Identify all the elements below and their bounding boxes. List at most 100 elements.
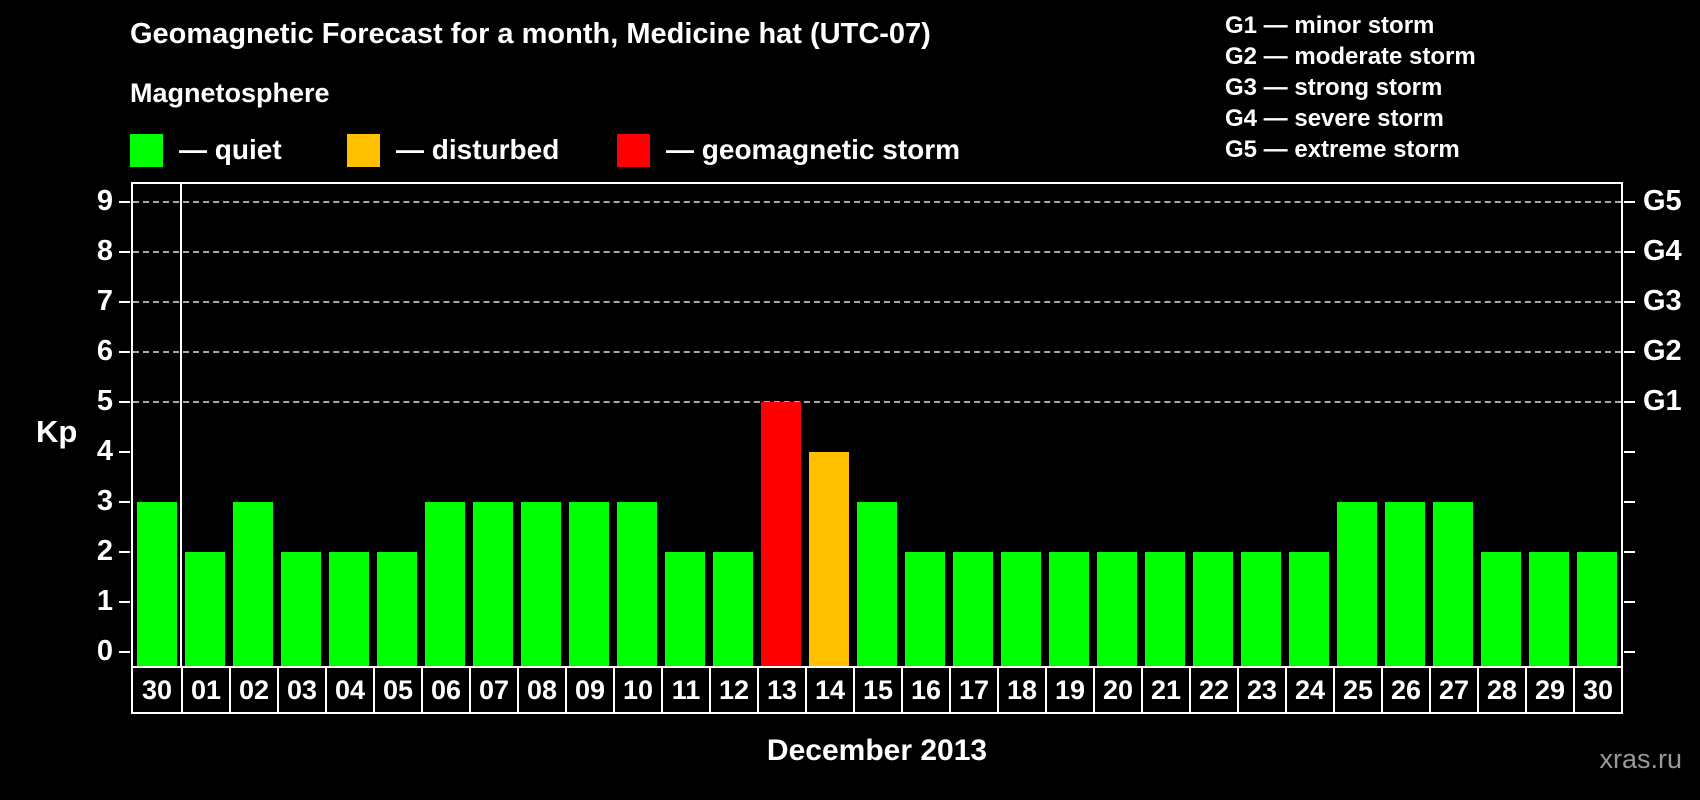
y-tick-label-2: 2 (96, 535, 113, 567)
kp-bar-day-02 (233, 502, 273, 666)
y-tick-right-6 (1624, 351, 1635, 353)
x-axis-day-label: 17 (949, 668, 997, 712)
kp-bar-day-01 (185, 552, 225, 666)
legend-item-quiet: — quiet (130, 132, 282, 168)
kp-bar-day-21 (1145, 552, 1185, 666)
x-axis-day-label: 20 (1093, 668, 1141, 712)
x-axis-day-label: 24 (1285, 668, 1333, 712)
y-tick-left-1 (119, 601, 130, 603)
kp-bar-day-27 (1433, 502, 1473, 666)
y-tick-right-4 (1624, 451, 1635, 453)
y-tick-right-7 (1624, 301, 1635, 303)
gridline-kp7 (133, 301, 1621, 303)
kp-bar-day-08 (521, 502, 561, 666)
y-tick-right-8 (1624, 251, 1635, 253)
x-axis-day-label: 04 (325, 668, 373, 712)
plot-area: 0 1 2 3 4 5 6 7 8 9 G1 G2 G3 G4 G5 (97, 182, 1682, 668)
y-tick-label-9: 9 (96, 185, 113, 217)
kp-bar-day-23 (1241, 552, 1281, 666)
kp-bar-day-22 (1193, 552, 1233, 666)
legend-label-disturbed: — disturbed (396, 134, 560, 165)
g-legend-item-g1: G1 — minor storm (1225, 12, 1435, 39)
x-axis-day-label: 14 (805, 668, 853, 712)
x-axis-day-label: 16 (901, 668, 949, 712)
right-axis-label-g4: G4 (1643, 235, 1682, 267)
legend-label-storm: — geomagnetic storm (666, 134, 961, 165)
y-tick-left-3 (119, 501, 130, 503)
g-legend-item-g4: G4 — severe storm (1225, 105, 1444, 132)
x-axis-day-label: 18 (997, 668, 1045, 712)
gridline-kp8 (133, 251, 1621, 253)
kp-bar-day-30 (137, 502, 177, 666)
kp-bar-day-19 (1049, 552, 1089, 666)
x-axis-day-label: 12 (709, 668, 757, 712)
legend-item-disturbed: — disturbed (347, 132, 559, 168)
g-legend-item-g5: G5 — extreme storm (1225, 136, 1460, 163)
kp-bar-day-12 (713, 552, 753, 666)
x-axis-day-label: 30 (1573, 668, 1621, 712)
kp-bar-day-03 (281, 552, 321, 666)
x-axis-day-label: 02 (229, 668, 277, 712)
month-separator-line (180, 184, 182, 666)
x-axis-day-label: 07 (469, 668, 517, 712)
kp-bar-day-25 (1337, 502, 1377, 666)
x-axis-day-label: 19 (1045, 668, 1093, 712)
x-axis-day-label: 15 (853, 668, 901, 712)
kp-bar-day-04 (329, 552, 369, 666)
kp-bar-day-16 (905, 552, 945, 666)
y-tick-right-5 (1624, 401, 1635, 403)
gridline-kp6 (133, 351, 1621, 353)
kp-bar-day-11 (665, 552, 705, 666)
x-axis-day-label: 25 (1333, 668, 1381, 712)
kp-bar-day-07 (473, 502, 513, 666)
kp-bar-day-05 (377, 552, 417, 666)
kp-bar-day-14 (809, 452, 849, 666)
right-axis-label-g3: G3 (1643, 285, 1682, 317)
g-legend-item-g3: G3 — strong storm (1225, 74, 1443, 101)
x-axis-day-label: 03 (277, 668, 325, 712)
y-tick-left-6 (119, 351, 130, 353)
y-tick-label-7: 7 (96, 285, 113, 317)
x-axis-day-row: 30 01 02 03 04 05 06 07 08 09 10 11 12 13 14 15 16 17 18 19… (131, 666, 1623, 714)
g-legend-item-g2: G2 — moderate storm (1225, 43, 1476, 70)
y-tick-right-9 (1624, 201, 1635, 203)
plot-inner: 0 1 2 3 4 5 6 7 8 9 G1 G2 G3 G4 G5 (97, 184, 1682, 666)
watermark: xras.ru (1599, 744, 1682, 774)
gridline-kp9 (133, 201, 1621, 203)
y-tick-label-8: 8 (96, 235, 113, 267)
y-tick-label-5: 5 (96, 385, 113, 417)
y-tick-label-0: 0 (96, 635, 113, 667)
kp-bar-day-26 (1385, 502, 1425, 666)
y-tick-label-6: 6 (96, 335, 113, 367)
x-axis-title: December 2013 (766, 734, 988, 767)
chart-title: Geomagnetic Forecast for a month, Medici… (130, 18, 931, 50)
x-axis-day-label: 23 (1237, 668, 1285, 712)
y-tick-left-0 (119, 651, 130, 653)
x-axis-day-label: 11 (661, 668, 709, 712)
x-axis-day-label: 08 (517, 668, 565, 712)
kp-bar-day-20 (1097, 552, 1137, 666)
y-tick-label-3: 3 (96, 485, 113, 517)
y-tick-right-0 (1624, 651, 1635, 653)
kp-bar-day-28 (1481, 552, 1521, 666)
x-axis-day-label: 22 (1189, 668, 1237, 712)
x-axis-day-label: 10 (613, 668, 661, 712)
right-axis-label-g2: G2 (1643, 335, 1682, 367)
y-tick-left-2 (119, 551, 130, 553)
y-tick-left-7 (119, 301, 130, 303)
kp-bar-day-29 (1529, 552, 1569, 666)
y-tick-left-9 (119, 201, 130, 203)
kp-bar-day-18 (1001, 552, 1041, 666)
x-axis-day-label: 30 (141, 674, 173, 705)
storm-color-swatch (617, 133, 650, 167)
x-axis-day-label: 21 (1141, 668, 1189, 712)
kp-bar-day-30 (1577, 552, 1617, 666)
x-axis-day-label: 09 (565, 668, 613, 712)
legend-item-storm: — geomagnetic storm (617, 132, 960, 168)
y-tick-label-4: 4 (96, 435, 113, 467)
kp-bar-day-09 (569, 502, 609, 666)
y-tick-right-1 (1624, 601, 1635, 603)
g-scale-legend: G1 — minor storm G2 — moderate storm G3 … (1225, 10, 1476, 165)
kp-bar-day-10 (617, 502, 657, 666)
y-tick-left-4 (119, 451, 130, 453)
